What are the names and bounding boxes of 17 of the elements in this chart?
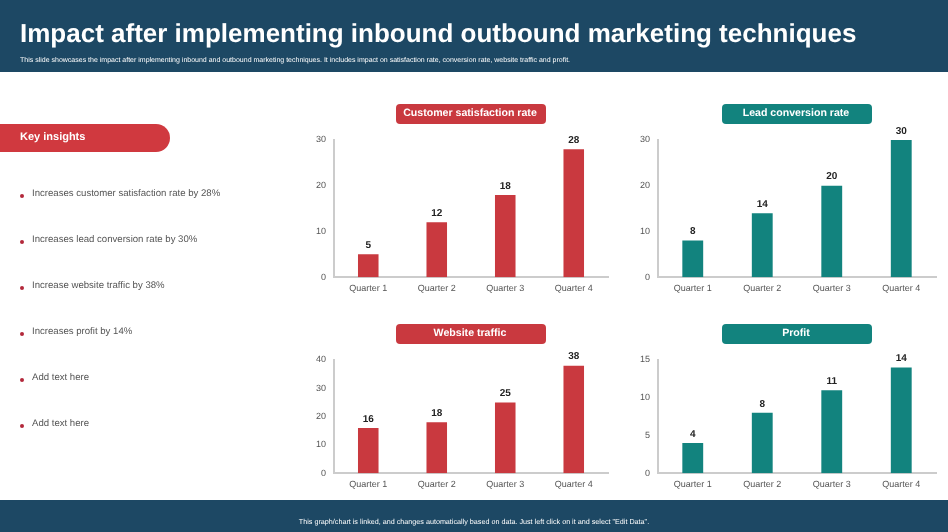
bar [494,402,516,474]
bar [426,222,448,278]
bar [494,194,516,278]
bar [890,140,912,278]
bar [357,254,379,278]
bar [751,213,773,278]
bar [357,427,379,474]
bar [563,149,585,278]
bar [821,390,843,474]
bar [682,443,704,474]
bar [563,365,585,474]
bar [751,412,773,474]
bar [821,185,843,278]
bar [890,367,912,474]
bar [426,422,448,474]
bar [682,240,704,278]
text: Impact after implementing inbound outbound marketing techniques [20,18,857,48]
